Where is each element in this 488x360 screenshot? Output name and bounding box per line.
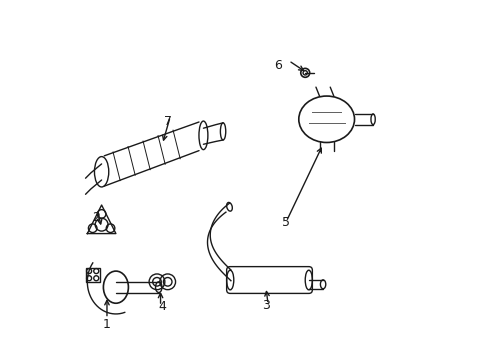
FancyBboxPatch shape bbox=[226, 267, 312, 293]
Text: 4: 4 bbox=[158, 300, 166, 313]
Text: 3: 3 bbox=[262, 298, 269, 311]
Text: 6: 6 bbox=[274, 59, 282, 72]
Text: 2: 2 bbox=[92, 211, 100, 224]
Text: 5: 5 bbox=[281, 216, 289, 229]
Text: 1: 1 bbox=[103, 318, 111, 331]
Text: 7: 7 bbox=[163, 114, 171, 127]
FancyBboxPatch shape bbox=[85, 267, 100, 282]
